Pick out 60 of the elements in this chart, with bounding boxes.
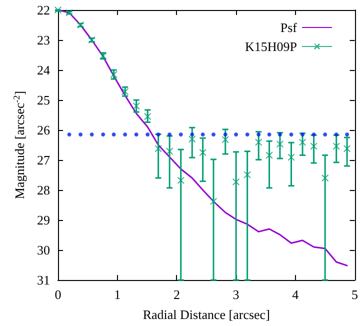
point — [234, 132, 238, 136]
point — [212, 132, 216, 136]
point — [78, 132, 83, 136]
point — [323, 132, 328, 136]
point — [146, 132, 150, 136]
point — [101, 132, 106, 136]
y-tick-label: 31 — [37, 272, 50, 288]
legend-label: Psf — [280, 20, 298, 35]
y-tick-label: 22 — [37, 2, 50, 18]
x-tick-label: 4 — [292, 287, 300, 302]
point — [244, 171, 251, 178]
point — [289, 132, 294, 136]
y-tick-label: 30 — [37, 242, 50, 258]
point — [166, 148, 174, 155]
y-tick-label: 23 — [37, 32, 50, 48]
x-tick-label: 2 — [173, 287, 180, 302]
x-tick-label: 0 — [54, 287, 62, 302]
x-tick-label: 3 — [232, 287, 240, 302]
point — [232, 178, 240, 186]
point — [132, 102, 140, 110]
point — [344, 145, 351, 152]
point — [245, 132, 250, 136]
point — [144, 113, 152, 120]
point — [210, 198, 217, 205]
point — [222, 136, 229, 144]
x-tick-label: 1 — [114, 287, 121, 302]
point — [67, 132, 72, 136]
point — [299, 138, 306, 146]
point — [200, 132, 205, 136]
legend-label: K15H09P — [244, 39, 297, 54]
point — [123, 132, 128, 136]
point — [288, 154, 295, 161]
y-tick-label: 24 — [37, 62, 50, 78]
point — [90, 132, 94, 136]
y-axis-title: Magnitude [arcsec-2] — [12, 90, 28, 200]
point — [266, 152, 273, 159]
point — [223, 132, 228, 136]
y-tick-label: 25 — [37, 92, 50, 108]
y-tick-label: 27 — [37, 152, 50, 168]
point — [332, 142, 340, 150]
point — [54, 6, 62, 14]
x-axis-title: Radial Distance [arcsec] — [142, 307, 270, 322]
y-tick-label: 29 — [37, 212, 50, 228]
point — [122, 88, 129, 96]
x-tick-label: 5 — [352, 287, 358, 302]
y-tick-label: 26 — [37, 122, 50, 138]
point — [112, 132, 116, 136]
point — [134, 132, 138, 136]
point — [276, 140, 284, 148]
y-tick-label: 28 — [37, 182, 50, 198]
point — [267, 132, 272, 136]
point — [255, 138, 262, 146]
point — [190, 132, 194, 136]
point — [199, 149, 206, 156]
point — [177, 176, 184, 184]
point — [310, 142, 318, 150]
point — [188, 136, 196, 142]
point — [154, 145, 162, 152]
point — [178, 132, 183, 136]
point — [322, 174, 329, 182]
